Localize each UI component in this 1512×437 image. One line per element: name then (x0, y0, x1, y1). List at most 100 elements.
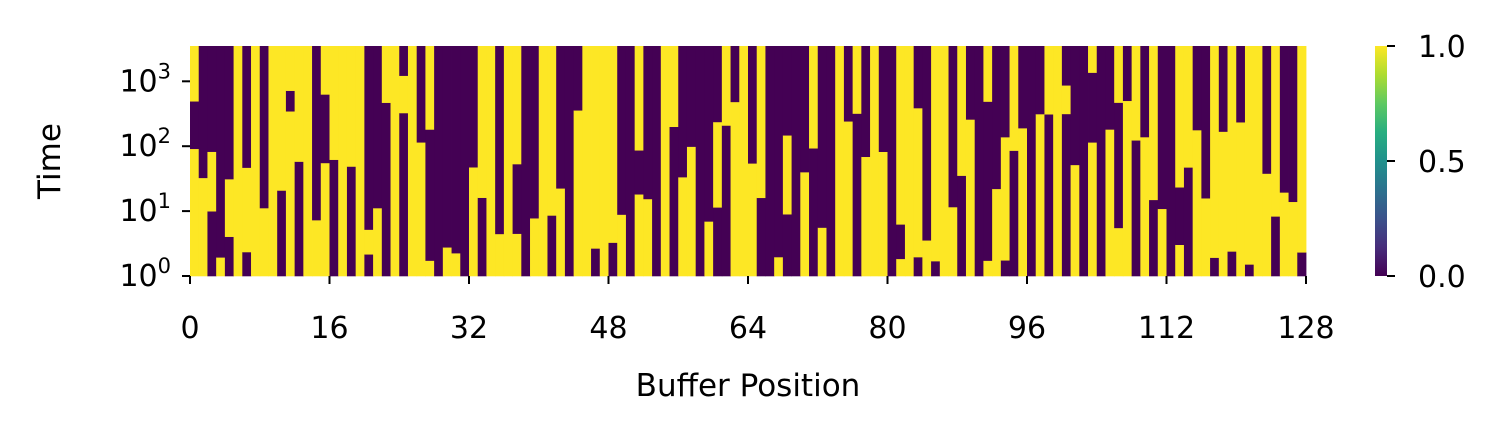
heatmap-cell (242, 46, 252, 168)
heatmap-cell (399, 46, 409, 76)
heatmap-cell (268, 46, 278, 277)
colorbar: 0.0 0.5 1.0 (1375, 30, 1466, 295)
heatmap-cell (1149, 199, 1159, 277)
y-tick-label: 100 (119, 254, 171, 294)
heatmap-cell (704, 221, 714, 277)
heatmap-cell (190, 148, 200, 277)
heatmap-cell (547, 46, 557, 216)
heatmap-cell (399, 75, 409, 114)
heatmap-cell (713, 46, 723, 123)
heatmap-cell (931, 46, 941, 262)
heatmap-cell (190, 101, 200, 150)
heatmap-cell (1253, 46, 1263, 277)
heatmap-cell (1157, 46, 1167, 210)
heatmap-cell (1061, 85, 1071, 115)
heatmap-cell (259, 46, 269, 209)
heatmap-cell (207, 151, 217, 212)
heatmap-cell (643, 46, 653, 200)
heatmap-cell (1244, 264, 1255, 277)
heatmap-cell (992, 46, 1002, 190)
heatmap-cell (512, 233, 522, 277)
x-tick-label: 48 (589, 311, 627, 346)
heatmap-cell (294, 46, 304, 162)
heatmap-cell (1297, 46, 1307, 253)
heatmap-cell (1227, 46, 1237, 252)
heatmap-cell (1149, 46, 1159, 201)
heatmap-cell (913, 108, 923, 258)
heatmap-cell (887, 46, 897, 277)
heatmap-cell (826, 46, 836, 277)
heatmap-cell (1210, 257, 1220, 277)
heatmap-cell (373, 208, 383, 277)
x-tick-label: 112 (1138, 311, 1195, 346)
x-tick-label: 16 (310, 311, 348, 346)
x-tick-label: 0 (180, 311, 199, 346)
heatmap-cell (294, 161, 304, 277)
heatmap-cell (1288, 46, 1298, 203)
heatmap-cell (538, 46, 548, 277)
heatmap-cell (721, 125, 731, 277)
heatmap-cell (390, 46, 400, 277)
heatmap-cell (381, 102, 391, 277)
heatmap-cell (329, 46, 339, 160)
heatmap-cell (765, 46, 775, 277)
heatmap-cell (782, 214, 792, 277)
heatmap-cell (198, 46, 208, 179)
heatmap-cell (495, 233, 505, 277)
heatmap-cell (1166, 46, 1176, 277)
heatmap-cell (1079, 46, 1089, 277)
heatmap-cell (1035, 46, 1045, 115)
heatmap-cell (965, 119, 976, 277)
heatmap-cell (782, 135, 792, 215)
heatmap-cell (1114, 102, 1124, 229)
heatmap-cell (1271, 216, 1281, 277)
heatmap-cell (198, 177, 208, 277)
heatmap-cell (983, 260, 993, 277)
heatmap-cell (373, 46, 383, 209)
heatmap-cell (939, 46, 949, 277)
heatmap-cell (1053, 46, 1063, 277)
heatmap-cell (1070, 164, 1080, 277)
heatmap-cell (564, 46, 575, 277)
heatmap-cell (617, 46, 627, 215)
heatmap-cell (1105, 129, 1115, 277)
x-tick-label: 64 (729, 311, 767, 346)
heatmap-cell (748, 163, 758, 277)
heatmap-cell (931, 261, 941, 277)
heatmap-cell (486, 46, 496, 277)
heatmap-cell (756, 46, 766, 199)
heatmap-cell (852, 46, 862, 114)
heatmap-cell (277, 190, 287, 277)
heatmap-cell (730, 46, 740, 103)
heatmap-cell (896, 224, 906, 260)
heatmap-cell (878, 46, 888, 152)
heatmap-cell (1105, 46, 1115, 130)
heatmap-cell (277, 46, 287, 191)
heatmap-cell (591, 46, 601, 249)
heatmap-cell (904, 46, 915, 277)
colorbar-gradient (1375, 46, 1387, 276)
heatmap-cell (678, 46, 688, 178)
heatmap-cell (835, 46, 845, 277)
heatmap-cell (312, 220, 322, 277)
heatmap-cell (704, 46, 714, 222)
heatmap-cell (1000, 46, 1010, 138)
heatmap-cell (407, 46, 418, 277)
heatmap-cell (573, 110, 583, 277)
heatmap-cell (852, 113, 862, 277)
heatmap-cell (809, 148, 819, 277)
heatmap-cell (957, 46, 967, 176)
heatmap-cell (1218, 131, 1228, 277)
heatmap-cell (233, 46, 243, 277)
heatmap-cell (259, 208, 269, 277)
heatmap-cell (817, 46, 827, 228)
colorbar-tick-label: 0.0 (1418, 260, 1466, 295)
heatmap-cell (425, 260, 435, 277)
heatmap-cell (355, 46, 365, 277)
heatmap-cell (1061, 46, 1071, 86)
heatmap-cell (913, 257, 923, 277)
heatmap-cell (913, 46, 923, 109)
heatmap-cell (425, 46, 435, 130)
colorbar-tick-label: 0.5 (1418, 145, 1466, 180)
heatmap-cell (713, 207, 723, 277)
